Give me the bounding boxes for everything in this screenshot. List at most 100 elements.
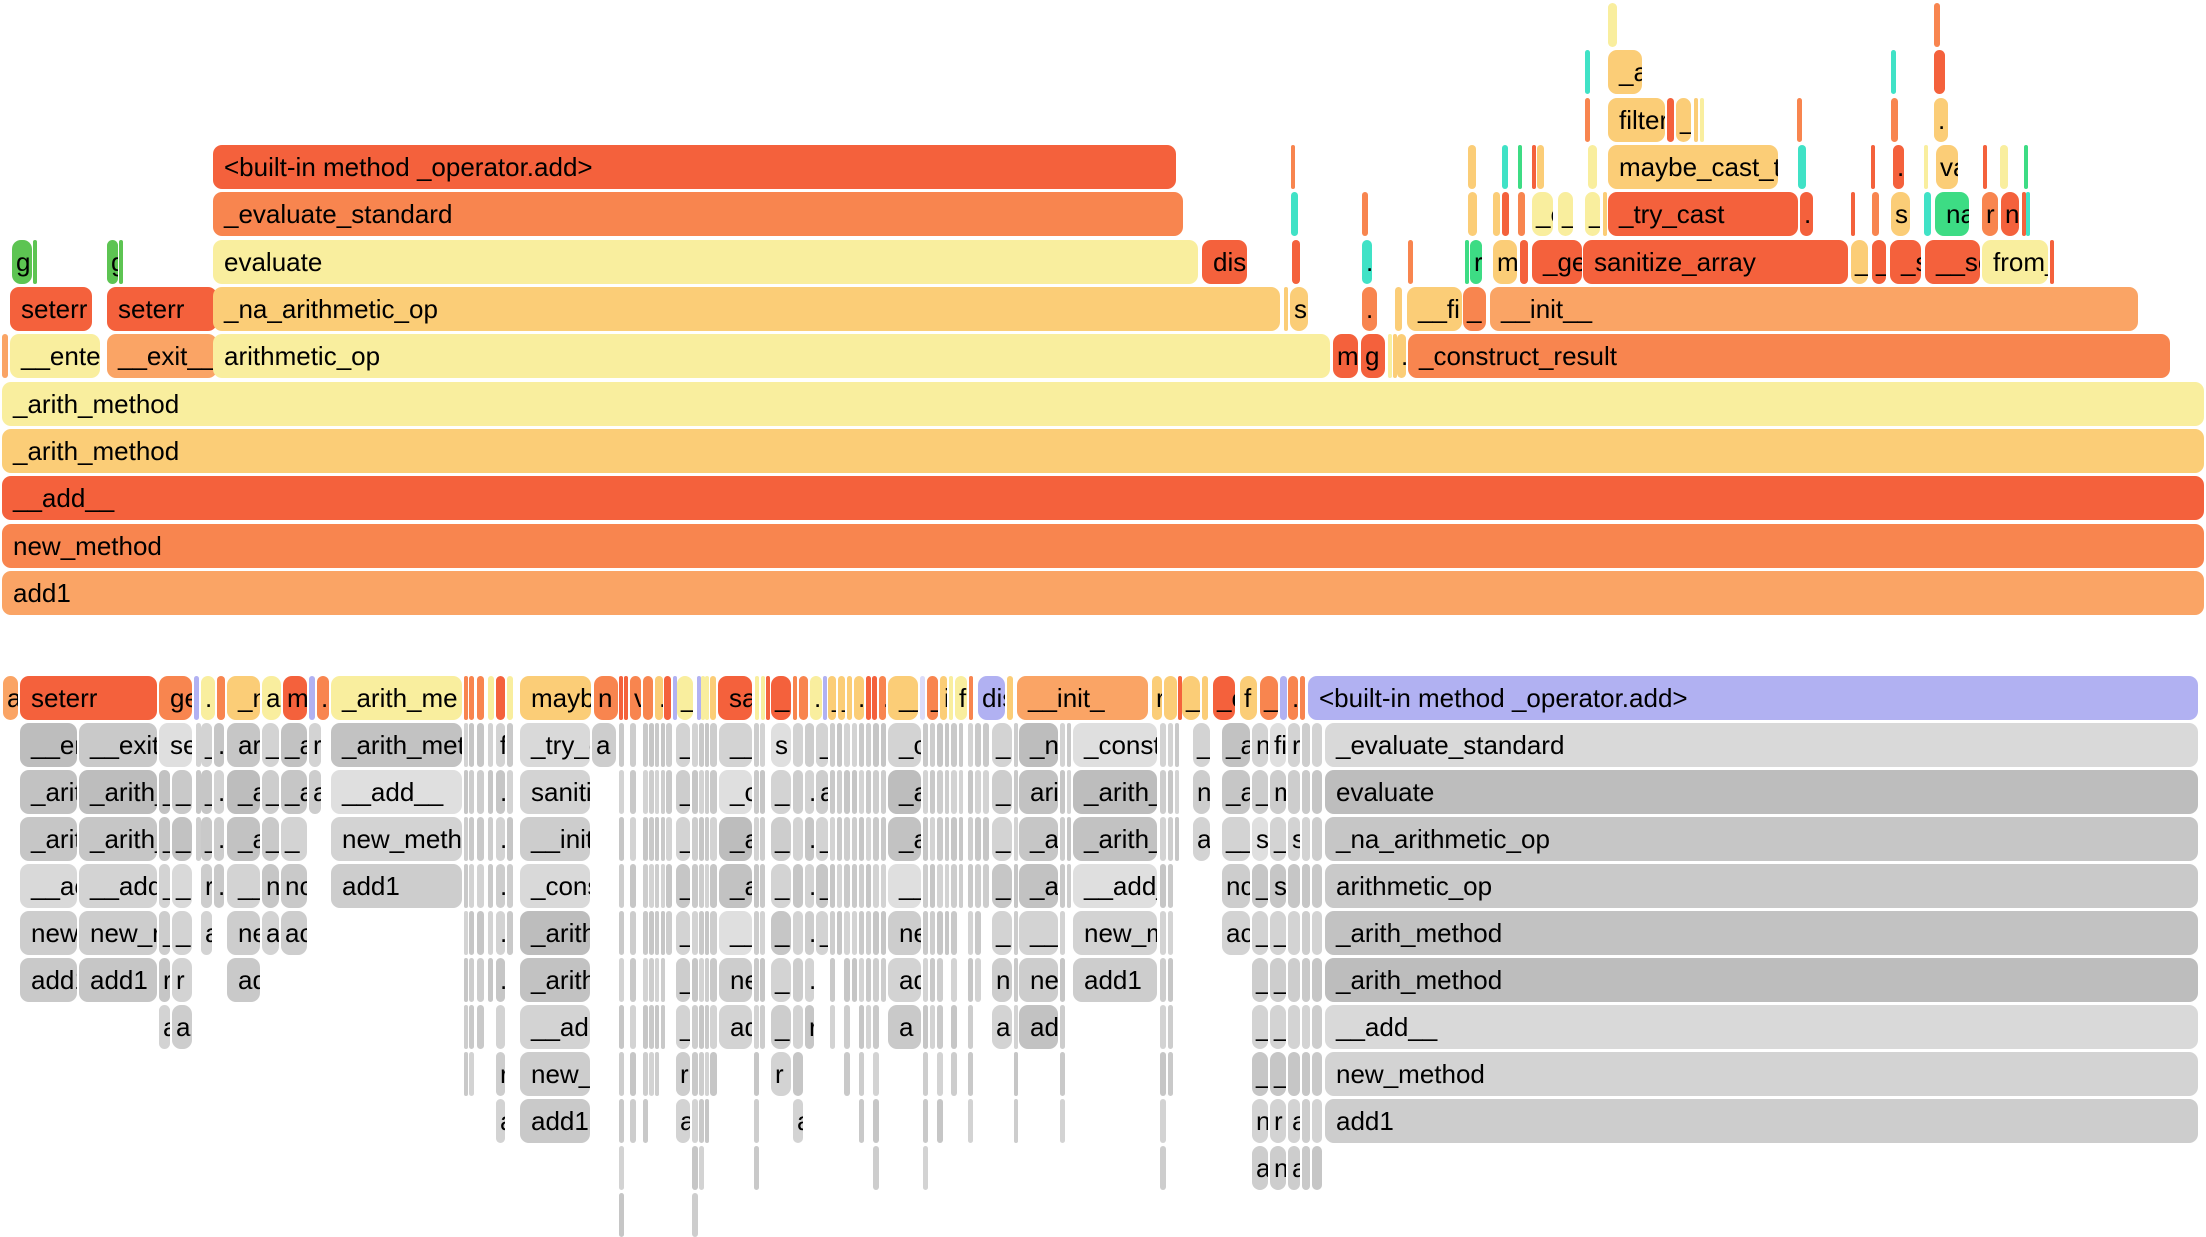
- flame-frame-top[interactable]: seterr: [107, 286, 217, 331]
- flame-frame-bottom-thin[interactable]: [937, 770, 943, 814]
- flame-frame-top[interactable]: m: [1493, 239, 1517, 284]
- flame-frame-bottom-stack[interactable]: .: [1160, 864, 1166, 908]
- flame-frame-bottom-thin[interactable]: [666, 817, 672, 861]
- flame-frame-bottom-thin[interactable]: [699, 1099, 704, 1143]
- flame-frame-bottom-thin[interactable]: [1060, 1052, 1065, 1096]
- flame-frame-bottom-thin[interactable]: [930, 911, 935, 955]
- flame-frame-bottom-thin[interactable]: [464, 1052, 468, 1096]
- flame-frame-bottom-thin[interactable]: [923, 911, 928, 955]
- flame-frame-bottom-thin[interactable]: [760, 864, 765, 908]
- flame-frame-top[interactable]: [1871, 144, 1875, 189]
- flame-frame-top[interactable]: [1393, 334, 1397, 379]
- flame-frame-bottom-stack[interactable]: .: [1160, 770, 1166, 814]
- flame-frame-bottom-thin[interactable]: [945, 770, 949, 814]
- flame-frame-bottom-stack[interactable]: .: [214, 723, 224, 767]
- flame-frame-bottom-thin[interactable]: [975, 770, 981, 814]
- flame-frame-top[interactable]: r: [1982, 192, 1998, 237]
- flame-frame-bottom-thin[interactable]: [1302, 817, 1310, 861]
- flame-frame-bottom-stack[interactable]: _: [172, 864, 192, 908]
- flame-frame-bottom-thin[interactable]: [968, 1099, 973, 1143]
- flame-frame-top[interactable]: __se: [1925, 239, 1980, 284]
- flame-frame-top[interactable]: [1395, 286, 1402, 331]
- flame-frame-bottom-stack[interactable]: _: [172, 911, 192, 955]
- flame-frame-bottom-thin[interactable]: [975, 958, 981, 1002]
- flame-frame-bottom-thin[interactable]: [619, 1146, 624, 1190]
- flame-frame-top[interactable]: [1502, 192, 1509, 237]
- flame-frame-bottom-stack[interactable]: s: [1288, 817, 1300, 861]
- flame-frame-top[interactable]: _: [1558, 192, 1573, 237]
- flame-frame-bottom-stack[interactable]: _ar: [888, 817, 921, 861]
- flame-frame-bottom-thin[interactable]: [469, 770, 474, 814]
- flame-frame-bottom-stack[interactable]: se: [159, 723, 192, 767]
- flame-frame-bottom-header[interactable]: .: [854, 676, 864, 720]
- flame-frame-bottom-thin[interactable]: [866, 1005, 871, 1049]
- flame-frame-top[interactable]: _na_arithmetic_op: [213, 286, 1280, 331]
- flame-frame-bottom-header[interactable]: a: [262, 676, 281, 720]
- flame-frame-top[interactable]: [1408, 239, 1413, 284]
- flame-frame-bottom-stack[interactable]: _arith_: [1073, 817, 1157, 861]
- flame-frame-bottom-thin[interactable]: [661, 770, 665, 814]
- flame-frame-bottom-stack[interactable]: _: [771, 770, 791, 814]
- flame-frame-bottom-stack[interactable]: __a: [1019, 911, 1058, 955]
- flame-frame-bottom-thin[interactable]: [983, 723, 989, 767]
- flame-frame-bottom-thin[interactable]: [692, 723, 698, 767]
- flame-frame-bottom-thin[interactable]: [649, 723, 654, 767]
- flame-frame-bottom-thin[interactable]: [852, 817, 857, 861]
- flame-frame-bottom-thin[interactable]: [630, 958, 636, 1002]
- flame-frame-bottom-thin[interactable]: [705, 723, 709, 767]
- flame-frame-bottom-header[interactable]: [793, 676, 797, 720]
- flame-frame-bottom-thin[interactable]: [469, 911, 474, 955]
- flame-frame-bottom-thin[interactable]: [477, 864, 484, 908]
- flame-frame-bottom-stack[interactable]: _: [1252, 864, 1268, 908]
- flame-frame-bottom-stack[interactable]: __: [227, 864, 260, 908]
- flame-frame-top[interactable]: [1700, 97, 1704, 142]
- flame-frame-bottom-thin[interactable]: [692, 817, 698, 861]
- flame-frame-bottom-thin[interactable]: [643, 1099, 648, 1143]
- flame-frame-bottom-thin[interactable]: [699, 723, 704, 767]
- flame-frame-bottom-stack[interactable]: __add__: [331, 770, 462, 814]
- flame-frame-bottom-stack[interactable]: new_r: [520, 1052, 590, 1096]
- flame-frame-bottom-header[interactable]: seterr: [20, 676, 157, 720]
- flame-frame-bottom-thin[interactable]: [754, 770, 759, 814]
- flame-frame-bottom-thin[interactable]: [844, 1005, 850, 1049]
- flame-frame-top[interactable]: _: [1463, 286, 1486, 331]
- flame-frame-bottom-thin[interactable]: [1168, 958, 1173, 1002]
- flame-frame-bottom-header[interactable]: [673, 676, 677, 720]
- flame-frame-bottom-thin[interactable]: [923, 1099, 928, 1143]
- flame-frame-top[interactable]: add1: [2, 570, 2204, 615]
- flame-frame-bottom-thin[interactable]: [692, 770, 698, 814]
- flame-frame-bottom-stack[interactable]: _a: [281, 723, 307, 767]
- flame-frame-top[interactable]: _: [1872, 239, 1886, 284]
- flame-frame-bottom-stack[interactable]: .: [1160, 817, 1166, 861]
- flame-frame-bottom-thin[interactable]: [830, 770, 835, 814]
- flame-frame-bottom-stack[interactable]: _: [771, 911, 791, 955]
- flame-frame-bottom-stack[interactable]: _: [771, 864, 791, 908]
- flame-frame-bottom-thin[interactable]: [1302, 770, 1310, 814]
- flame-frame-bottom-thin[interactable]: [937, 817, 943, 861]
- flame-frame-bottom-thin[interactable]: [464, 911, 468, 955]
- flame-frame-bottom-stack[interactable]: _: [992, 723, 1012, 767]
- flame-frame-bottom-stack[interactable]: _: [1252, 958, 1268, 1002]
- flame-frame-bottom-thin[interactable]: [844, 723, 850, 767]
- flame-frame-bottom-header[interactable]: .: [317, 676, 329, 720]
- flame-frame-bottom-thin[interactable]: [643, 1052, 648, 1096]
- flame-frame-bottom-stack[interactable]: __ac: [20, 864, 77, 908]
- flame-frame-bottom-stack[interactable]: add1: [520, 1099, 590, 1143]
- flame-frame-bottom-stack[interactable]: arit: [1019, 770, 1058, 814]
- flame-frame-bottom-thin[interactable]: [930, 1005, 935, 1049]
- flame-frame-bottom-thin[interactable]: [661, 911, 665, 955]
- flame-frame-top[interactable]: [1291, 192, 1298, 237]
- flame-frame-top[interactable]: [1518, 192, 1525, 237]
- flame-frame-bottom-thin[interactable]: [705, 1099, 709, 1143]
- flame-frame-bottom-header[interactable]: _: [838, 676, 845, 720]
- flame-frame-bottom-thin[interactable]: [1312, 1099, 1322, 1143]
- flame-frame-top[interactable]: [1292, 239, 1300, 284]
- flame-frame-bottom-thin[interactable]: [655, 864, 659, 908]
- flame-frame-bottom-header[interactable]: [624, 676, 628, 720]
- flame-frame-bottom-stack[interactable]: __: [719, 723, 752, 767]
- flame-frame-bottom-stack[interactable]: new_method: [1325, 1052, 2198, 1096]
- flame-frame-bottom-thin[interactable]: [692, 1146, 698, 1190]
- flame-frame-bottom-thin[interactable]: [692, 1052, 698, 1096]
- flame-frame-top[interactable]: s: [1891, 192, 1910, 237]
- flame-frame-bottom-thin[interactable]: [830, 1005, 835, 1049]
